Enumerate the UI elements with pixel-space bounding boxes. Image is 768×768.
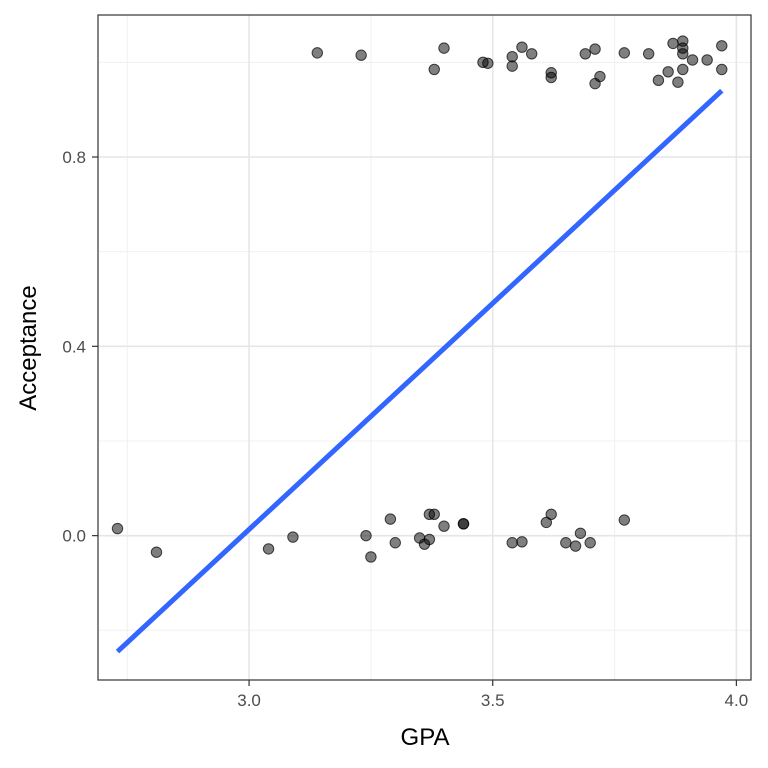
data-point	[506, 60, 518, 72]
data-point	[716, 40, 728, 52]
data-point	[662, 66, 674, 78]
x-axis-ticks: 3.0 3.5 4.0	[237, 680, 748, 710]
data-point	[355, 49, 367, 61]
data-point	[618, 47, 630, 59]
data-point	[526, 48, 538, 60]
x-tick-label: 3.0	[237, 691, 261, 710]
points-layer	[111, 35, 728, 563]
data-point	[482, 57, 494, 69]
data-point	[438, 520, 450, 532]
y-axis-label: Acceptance	[15, 285, 42, 410]
fit-line-layer	[115, 88, 724, 654]
data-point	[579, 48, 592, 60]
data-point	[716, 63, 728, 76]
data-point	[618, 514, 630, 526]
grid-minor	[98, 15, 751, 680]
data-point	[506, 537, 518, 549]
plot-panel-border	[97, 14, 752, 681]
data-point	[686, 54, 699, 66]
data-point	[360, 529, 372, 542]
data-point	[150, 546, 163, 558]
y-tick-label: 0.8	[62, 148, 86, 167]
y-tick-label: 0.0	[62, 527, 86, 546]
data-point	[428, 508, 440, 521]
data-point	[438, 42, 450, 54]
data-point	[428, 63, 440, 76]
x-axis-label: GPA	[401, 724, 450, 751]
data-point	[584, 537, 596, 549]
data-point	[516, 41, 528, 53]
data-point	[111, 522, 124, 535]
data-point	[389, 537, 401, 549]
data-point	[569, 540, 582, 552]
data-point	[574, 527, 587, 539]
y-axis-ticks: 0.0 0.4 0.8	[62, 148, 98, 546]
data-point	[677, 48, 689, 60]
data-point	[545, 508, 557, 521]
data-point	[506, 50, 518, 63]
data-point	[545, 71, 557, 84]
data-point	[667, 37, 679, 50]
data-point	[365, 551, 377, 563]
data-point	[701, 54, 713, 66]
data-point	[642, 48, 655, 60]
data-point	[287, 531, 299, 543]
data-point	[677, 63, 689, 76]
fit-line	[115, 88, 724, 654]
data-point	[457, 518, 470, 530]
data-point	[262, 543, 275, 555]
data-point	[589, 43, 601, 55]
data-point	[423, 533, 436, 546]
y-tick-label: 0.4	[62, 337, 86, 356]
x-tick-label: 3.5	[481, 691, 505, 710]
data-point	[516, 536, 528, 548]
x-tick-label: 4.0	[725, 691, 749, 710]
data-point	[560, 537, 572, 549]
data-point	[594, 70, 606, 83]
data-point	[652, 74, 665, 87]
grid-major	[98, 15, 751, 680]
data-point	[311, 47, 323, 59]
data-point	[384, 513, 397, 525]
data-point	[672, 76, 684, 88]
